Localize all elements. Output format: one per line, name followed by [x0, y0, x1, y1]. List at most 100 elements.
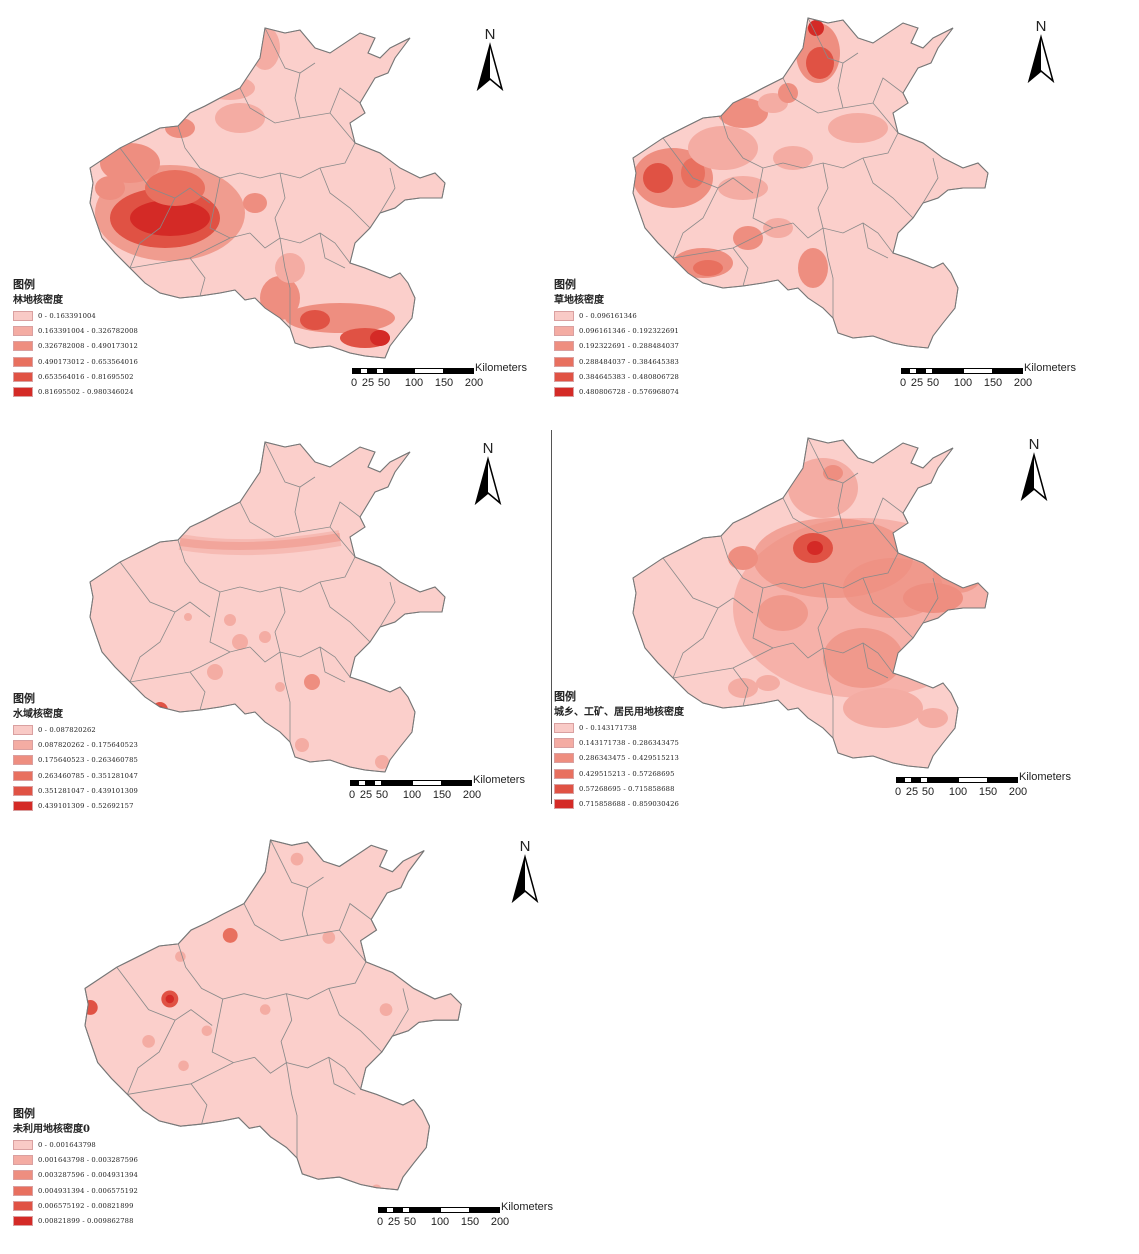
legend-subtitle: 林地核密度	[13, 295, 63, 306]
map-panel-water: N Kilometers 0 25 50 100 150 200 图例 水域核密度 0 - 0.…	[0, 420, 551, 820]
scale-segment	[414, 368, 444, 374]
scale-unit: Kilometers	[473, 774, 525, 786]
legend-item: 0 - 0.087820262	[13, 722, 138, 737]
scale-segment	[378, 1207, 386, 1213]
scale-segment	[912, 777, 920, 783]
county-border	[922, 157, 939, 204]
legend-label: 0 - 0.163391004	[38, 311, 96, 320]
legend-label: 0.006575192 - 0.00821899	[38, 1201, 134, 1210]
scale-tick-label: 200	[490, 1216, 510, 1228]
scale-tick-label: 25	[910, 377, 924, 389]
legend-label: 0.175640523 - 0.263460785	[38, 756, 138, 765]
legend-swatch	[554, 783, 574, 794]
legend-title: 图例	[13, 692, 35, 705]
county-border	[116, 966, 213, 1026]
legend-title: 图例	[13, 1107, 35, 1120]
legend-swatch	[13, 739, 33, 750]
county-border	[254, 1056, 361, 1090]
legend-label: 0.263460785 - 0.351281047	[38, 771, 138, 780]
scale-segment	[928, 777, 958, 783]
county-border	[862, 157, 914, 219]
scale-segment	[963, 368, 993, 374]
county-border	[239, 87, 356, 144]
scale-tick-label: 0	[376, 1216, 384, 1228]
legend-swatch	[554, 341, 574, 352]
county-border	[672, 187, 719, 259]
scale-segment	[440, 1207, 470, 1213]
scale-segment	[896, 777, 904, 783]
legend-swatch	[13, 325, 33, 336]
province-outline	[632, 17, 989, 349]
legend-item: 0.351281047 - 0.439101309	[13, 783, 138, 798]
density-hotspots	[95, 28, 395, 348]
county-border	[329, 501, 361, 528]
scale-segment	[988, 777, 1018, 783]
county-border	[862, 642, 889, 679]
scale-segment	[993, 368, 1023, 374]
legend-swatch	[554, 356, 574, 367]
county-border	[270, 839, 324, 889]
scale-tick-label: 50	[926, 377, 940, 389]
scale-segment	[394, 1207, 402, 1213]
county-border	[672, 607, 719, 679]
legend-item: 0.429515213 - 0.57268695	[554, 766, 684, 781]
legend-swatch	[554, 722, 574, 733]
legend-construction: 图例 城乡、工矿、居民用地核密度 0 - 0.143171738 0.14317173…	[554, 690, 684, 812]
county-borders	[89, 27, 446, 359]
north-arrow-icon	[474, 456, 502, 506]
legend-swatch	[13, 1139, 33, 1150]
legend-forest: 图例 林地核密度 0 - 0.163391004 0.163391004 - 0.32…	[13, 278, 138, 400]
county-border	[209, 591, 251, 653]
legend-item: 0.163391004 - 0.326782008	[13, 323, 138, 338]
legend-item: 0.480806728 - 0.576968074	[554, 384, 679, 399]
north-arrow: N	[1014, 436, 1054, 502]
scale-tick-label: 200	[1013, 377, 1033, 389]
scale-segment	[368, 368, 376, 374]
scale-segment	[444, 368, 474, 374]
scale-tick-label: 0	[899, 377, 907, 389]
county-border	[189, 671, 206, 711]
scale-segment	[402, 1207, 410, 1213]
county-border	[239, 501, 356, 558]
scale-segment	[412, 780, 442, 786]
county-border	[782, 77, 899, 134]
scale-tick-label: 0	[894, 786, 902, 798]
county-border	[817, 162, 829, 229]
county-border	[720, 535, 784, 589]
county-border	[329, 87, 361, 114]
province-outline	[89, 27, 446, 359]
north-arrow: N	[470, 26, 510, 92]
county-border	[837, 482, 844, 529]
county-border	[319, 646, 346, 683]
scale-tick-label: 0	[348, 789, 356, 801]
scale-segment	[920, 777, 928, 783]
county-border	[782, 132, 899, 169]
legend-item: 0.490173012 - 0.653564016	[13, 354, 138, 369]
scale-bar: Kilometers 0 25 50 100 150 200	[348, 774, 540, 812]
county-border	[862, 222, 889, 259]
county-border	[922, 577, 939, 624]
scale-segment	[358, 780, 366, 786]
county-border	[328, 988, 383, 1053]
legend-label: 0 - 0.087820262	[38, 725, 96, 734]
county-border	[239, 556, 356, 593]
scale-tick-label: 150	[983, 377, 1003, 389]
county-border	[177, 539, 241, 593]
county-border	[392, 988, 409, 1037]
county-border	[119, 147, 211, 204]
scale-unit: Kilometers	[1024, 362, 1076, 374]
county-border	[211, 998, 255, 1064]
panel-divider	[551, 430, 552, 804]
scale-tick-label: 25	[905, 786, 919, 798]
legend-water: 图例 水域核密度 0 - 0.087820262 0.087820262 - 0.17…	[13, 692, 138, 814]
county-border	[807, 437, 859, 484]
county-border	[339, 902, 372, 931]
scale-segment	[470, 1207, 500, 1213]
county-border	[190, 1083, 208, 1125]
scale-tick-label: 100	[953, 377, 973, 389]
scale-segment	[442, 780, 472, 786]
legend-swatch	[554, 753, 574, 764]
map-panel-unused: N Kilometers 0 25 50 100 150 200 图例 未利用地核密度0 0 -…	[0, 825, 600, 1250]
legend-item: 0.087820262 - 0.175640523	[13, 737, 138, 752]
legend-swatch	[13, 1154, 33, 1165]
